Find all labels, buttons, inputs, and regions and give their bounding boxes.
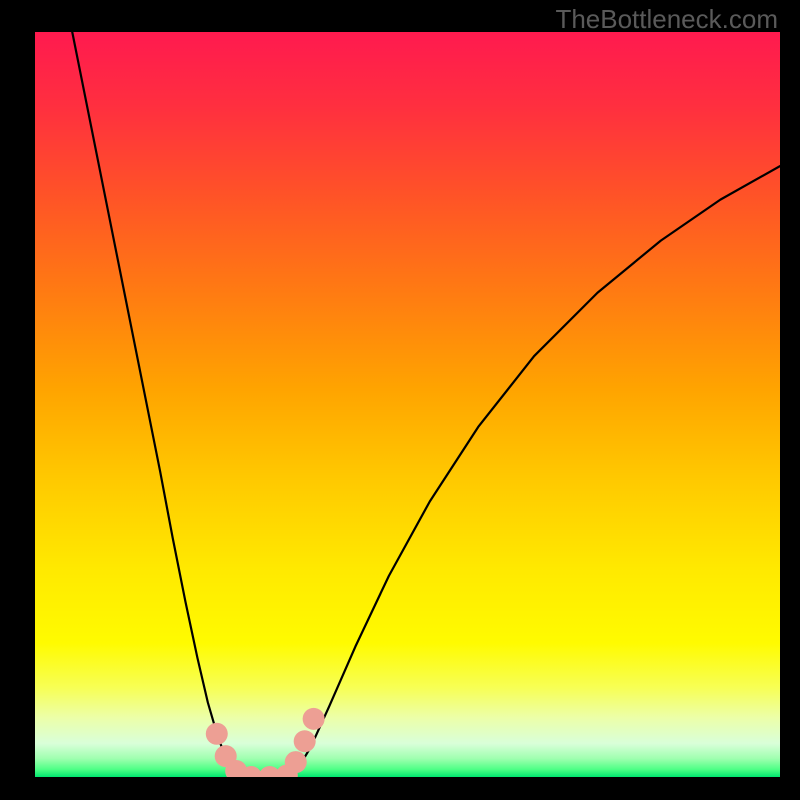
data-marker <box>294 730 316 752</box>
chart-outer-frame: TheBottleneck.com <box>0 0 800 800</box>
data-marker <box>303 708 325 730</box>
watermark-text: TheBottleneck.com <box>555 4 778 35</box>
chart-svg <box>35 32 780 777</box>
data-marker <box>206 723 228 745</box>
data-marker <box>285 751 307 773</box>
chart-plot-area <box>35 32 780 777</box>
